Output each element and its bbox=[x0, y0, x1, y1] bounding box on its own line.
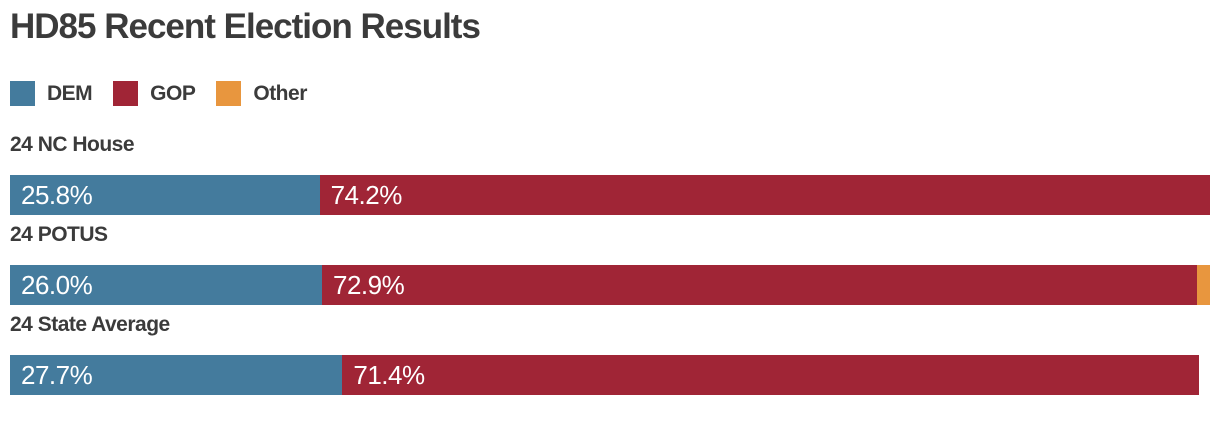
bar-value-label: 72.9% bbox=[333, 269, 405, 300]
bar-segment-dem: 26.0% bbox=[10, 265, 322, 305]
bar-group-label: 24 POTUS bbox=[10, 223, 108, 246]
bar-value-label: 74.2% bbox=[330, 179, 403, 210]
bar-value-label: 27.7% bbox=[21, 359, 93, 390]
bar-segment-dem: 27.7% bbox=[10, 355, 343, 395]
bar-segment-other bbox=[1196, 265, 1210, 305]
legend: DEM GOP Other bbox=[10, 81, 1210, 106]
bar-segment-gop: 72.9% bbox=[322, 265, 1197, 305]
legend-item-gop: GOP bbox=[113, 81, 196, 106]
legend-item-dem: DEM bbox=[10, 81, 93, 106]
bar-value-label: 25.8% bbox=[21, 179, 93, 210]
bar-value-label: 71.4% bbox=[353, 359, 425, 390]
bar-group-label: 24 NC House bbox=[10, 133, 135, 156]
legend-label: DEM bbox=[47, 82, 93, 105]
bar-group: 24 NC House 25.8% 74.2% bbox=[10, 133, 1210, 215]
legend-swatch-other bbox=[216, 81, 242, 106]
bar-value-label: 26.0% bbox=[21, 269, 93, 300]
bar-segment-dem: 25.8% bbox=[10, 175, 320, 215]
stacked-bar: 27.7% 71.4% bbox=[10, 355, 1210, 395]
bar-group: 24 POTUS 26.0% 72.9% bbox=[10, 223, 1210, 305]
legend-item-other: Other bbox=[216, 81, 307, 106]
chart-title: HD85 Recent Election Results bbox=[10, 7, 481, 46]
legend-label: Other bbox=[253, 82, 307, 105]
stacked-bar: 25.8% 74.2% bbox=[10, 175, 1210, 215]
legend-swatch-gop bbox=[113, 81, 139, 106]
legend-swatch-dem bbox=[10, 81, 35, 106]
stacked-bar: 26.0% 72.9% bbox=[10, 265, 1210, 305]
chart-card: HD85 Recent Election Results DEM GOP Other… bbox=[0, 8, 1220, 395]
bar-group: 24 State Average 27.7% 71.4% bbox=[10, 313, 1210, 395]
legend-label: GOP bbox=[150, 82, 196, 105]
bar-group-label: 24 State Average bbox=[10, 313, 170, 336]
bar-segment-gop: 71.4% bbox=[342, 355, 1200, 395]
bar-segment-gop: 74.2% bbox=[319, 175, 1210, 215]
stacked-bar-chart: 24 NC House 25.8% 74.2% 24 POTUS 26.0% 72.9% 2… bbox=[10, 133, 1210, 395]
